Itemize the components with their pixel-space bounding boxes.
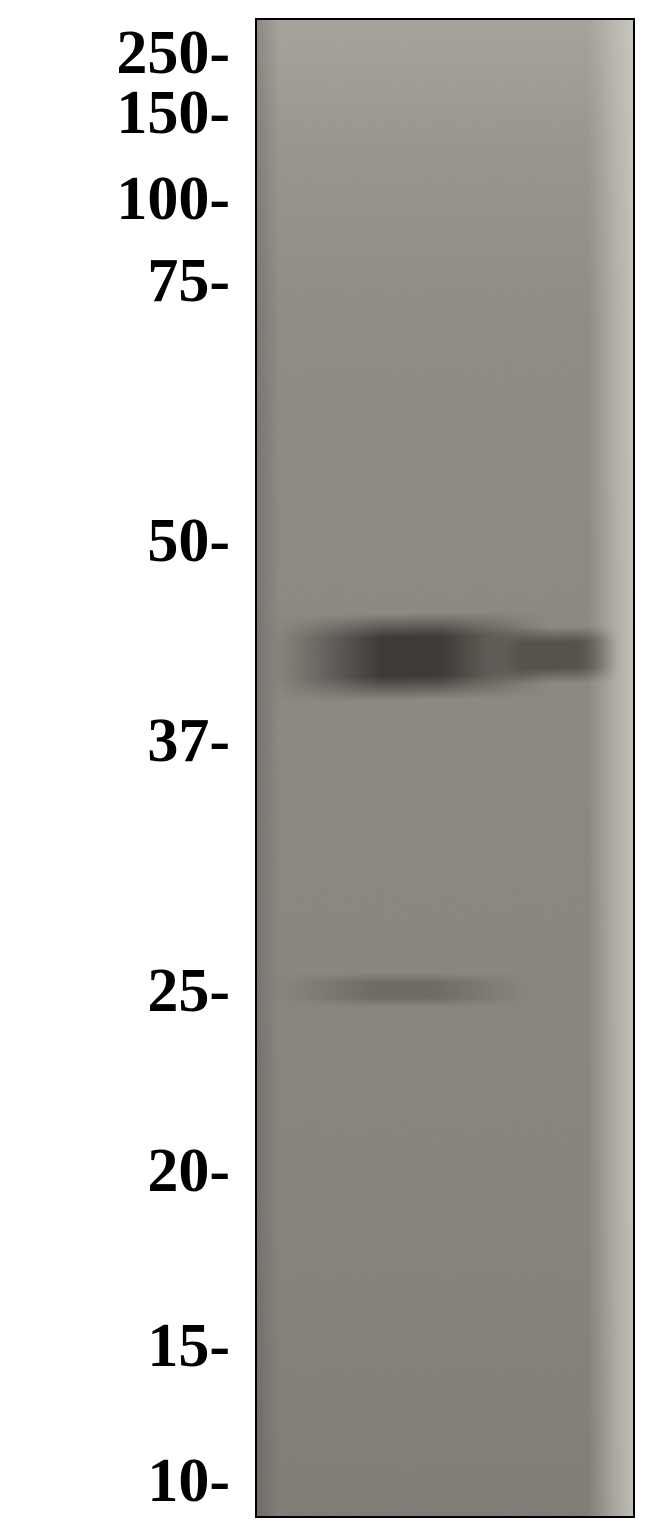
marker-value: 20: [147, 1137, 209, 1205]
marker-value: 25: [147, 957, 209, 1025]
faint-band-25: [257, 972, 633, 1008]
marker-tick: -: [209, 247, 230, 315]
marker-value: 250: [116, 19, 209, 87]
primary-band-tail: [257, 625, 633, 690]
marker-tick: -: [209, 507, 230, 575]
marker-tick: -: [209, 165, 230, 233]
marker-label-25: 25-: [147, 956, 230, 1027]
marker-value: 37: [147, 707, 209, 775]
marker-value: 50: [147, 507, 209, 575]
marker-label-150: 150-: [116, 78, 230, 149]
blot-bg-svg: [257, 20, 633, 1516]
marker-tick: -: [209, 707, 230, 775]
marker-tick: -: [209, 957, 230, 1025]
marker-tick: -: [209, 1137, 230, 1205]
marker-label-20: 20-: [147, 1136, 230, 1207]
marker-label-10: 10-: [147, 1446, 230, 1517]
marker-tick: -: [209, 1312, 230, 1380]
marker-label-75: 75-: [147, 246, 230, 317]
marker-value: 100: [116, 165, 209, 233]
marker-label-50: 50-: [147, 506, 230, 577]
marker-tick: -: [209, 79, 230, 147]
marker-label-15: 15-: [147, 1311, 230, 1382]
marker-label-100: 100-: [116, 164, 230, 235]
marker-value: 10: [147, 1447, 209, 1515]
marker-value: 75: [147, 247, 209, 315]
marker-value: 150: [116, 79, 209, 147]
marker-tick: -: [209, 19, 230, 87]
blot-background: [257, 20, 633, 1516]
marker-value: 15: [147, 1312, 209, 1380]
marker-label-37: 37-: [147, 706, 230, 777]
western-blot-figure: 250-150-100-75-50-37-25-20-15-10-: [0, 0, 650, 1538]
blot-lane: [255, 18, 635, 1518]
marker-tick: -: [209, 1447, 230, 1515]
